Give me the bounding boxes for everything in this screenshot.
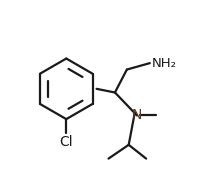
- Text: Cl: Cl: [60, 135, 73, 149]
- Text: N: N: [132, 108, 142, 122]
- Text: NH₂: NH₂: [152, 57, 177, 70]
